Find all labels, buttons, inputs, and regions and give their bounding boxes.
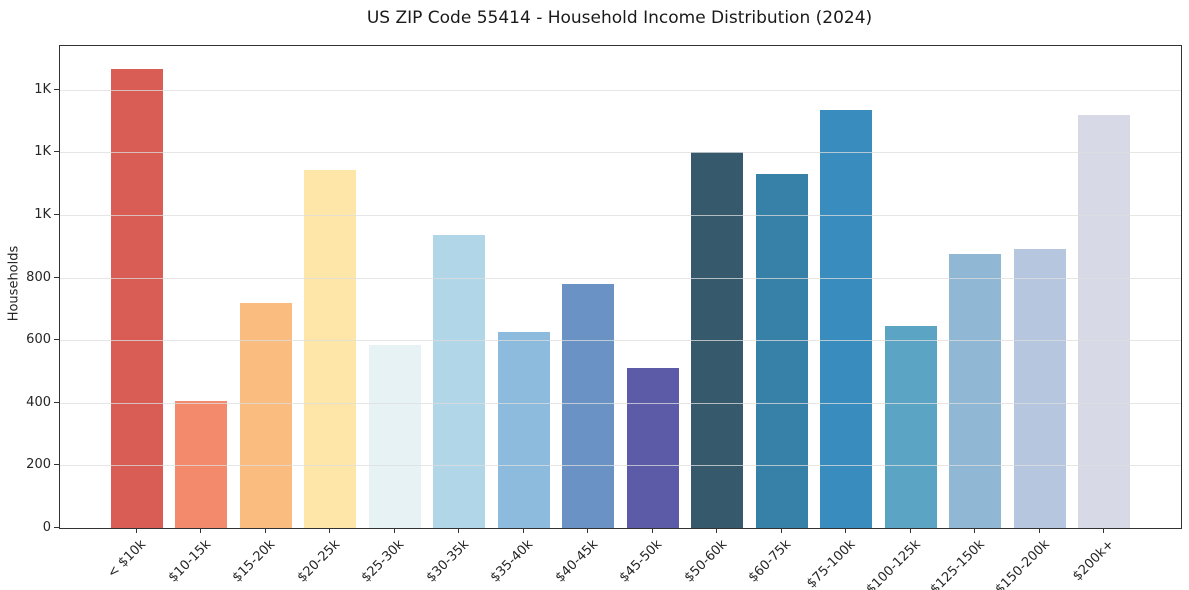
- bar-$10-15k: [175, 401, 228, 528]
- x-tick-mark-$40-45k: [587, 528, 589, 533]
- y-tick-mark-600: [54, 339, 59, 341]
- y-tick-mark-400: [54, 401, 59, 403]
- bar-$60-75k: [755, 174, 808, 528]
- x-tick-mark-$50-60k: [716, 528, 718, 533]
- gridline-y-1000: [60, 215, 1181, 216]
- x-tick-label-$45-50k: $45-50k: [616, 537, 666, 586]
- x-tick-label-$60-75k: $60-75k: [745, 537, 795, 586]
- bar-$40-45k: [562, 283, 615, 528]
- x-tick-mark-$45-50k: [651, 528, 653, 533]
- y-tick-label-800: 800: [26, 269, 51, 285]
- y-tick-mark-1200: [54, 151, 59, 153]
- y-tick-mark-1000: [54, 214, 59, 215]
- chart-title: US ZIP Code 55414 - Household Income Dis…: [366, 8, 873, 28]
- bar-$30-35k: [433, 235, 486, 528]
- y-tick-mark-1400: [54, 88, 59, 90]
- x-tick-label-$10-15k: $10-15k: [165, 537, 214, 586]
- bar-$15-20k: [239, 302, 292, 528]
- x-tick-mark-$60-75k: [780, 528, 782, 533]
- bar-$20-25k: [304, 169, 357, 528]
- x-tick-mark-$75-100k: [845, 528, 847, 533]
- y-tick-label-1200: 1K: [34, 144, 51, 160]
- y-tick-label-600: 600: [26, 332, 51, 348]
- x-tick-label-$15-20k: $15-20k: [229, 537, 279, 586]
- y-tick-mark-0: [54, 527, 59, 528]
- gridline-y-400: [60, 402, 1181, 404]
- x-tick-mark-$100-125k: [909, 528, 911, 533]
- x-tick-mark-$25-30k: [393, 528, 395, 533]
- bar-$25-30k: [368, 344, 421, 528]
- x-tick-label-$50-60k: $50-60k: [681, 537, 730, 586]
- x-tick-mark-< $10k: [135, 528, 137, 533]
- y-tick-label-1000: 1K: [34, 207, 51, 222]
- x-tick-label-< $10k: < $10k: [105, 537, 150, 582]
- x-tick-label-$35-40k: $35-40k: [487, 537, 537, 586]
- x-tick-mark-$125-150k: [974, 528, 976, 533]
- x-tick-label-$25-30k: $25-30k: [358, 537, 408, 586]
- x-tick-label-$75-100k: $75-100k: [804, 537, 859, 590]
- x-tick-label-$125-150k: $125-150k: [927, 537, 988, 590]
- y-tick-label-200: 200: [26, 457, 51, 473]
- gridline-y-600: [60, 340, 1181, 342]
- gridline-y-200: [60, 465, 1181, 467]
- x-tick-label-$150-200k: $150-200k: [992, 537, 1053, 590]
- x-tick-mark-$10-15k: [200, 528, 202, 533]
- x-tick-mark-$15-20k: [264, 528, 266, 533]
- x-tick-label-$40-45k: $40-45k: [552, 537, 601, 586]
- bar-$35-40k: [497, 332, 550, 528]
- y-tick-label-400: 400: [26, 394, 51, 410]
- bar-$45-50k: [626, 368, 679, 528]
- bar-< $10k: [110, 69, 163, 528]
- bar-$200k+: [1078, 114, 1131, 528]
- y-tick-mark-200: [54, 464, 59, 466]
- x-tick-mark-$150-200k: [1038, 528, 1040, 533]
- x-tick-mark-$200k+: [1103, 528, 1105, 533]
- x-tick-label-$20-25k: $20-25k: [294, 537, 343, 586]
- bar-$150-200k: [1013, 249, 1066, 528]
- y-tick-mark-800: [54, 276, 59, 278]
- gridline-y-1400: [60, 89, 1181, 91]
- x-tick-mark-$30-35k: [458, 528, 460, 533]
- gridline-y-1200: [60, 152, 1181, 154]
- plot-area: [59, 45, 1182, 529]
- bar-$100-125k: [884, 326, 937, 528]
- x-tick-label-$30-35k: $30-35k: [423, 537, 472, 586]
- y-tick-label-1400: 1K: [34, 81, 51, 97]
- x-tick-mark-$20-25k: [329, 528, 331, 533]
- gridline-y-800: [60, 277, 1181, 279]
- bar-$125-150k: [949, 254, 1002, 528]
- x-tick-label-$100-125k: $100-125k: [863, 537, 924, 590]
- y-tick-label-0: 0: [42, 520, 51, 535]
- x-tick-label-$200k+: $200k+: [1069, 537, 1117, 585]
- bar-$75-100k: [820, 110, 873, 528]
- x-tick-mark-$35-40k: [522, 528, 524, 533]
